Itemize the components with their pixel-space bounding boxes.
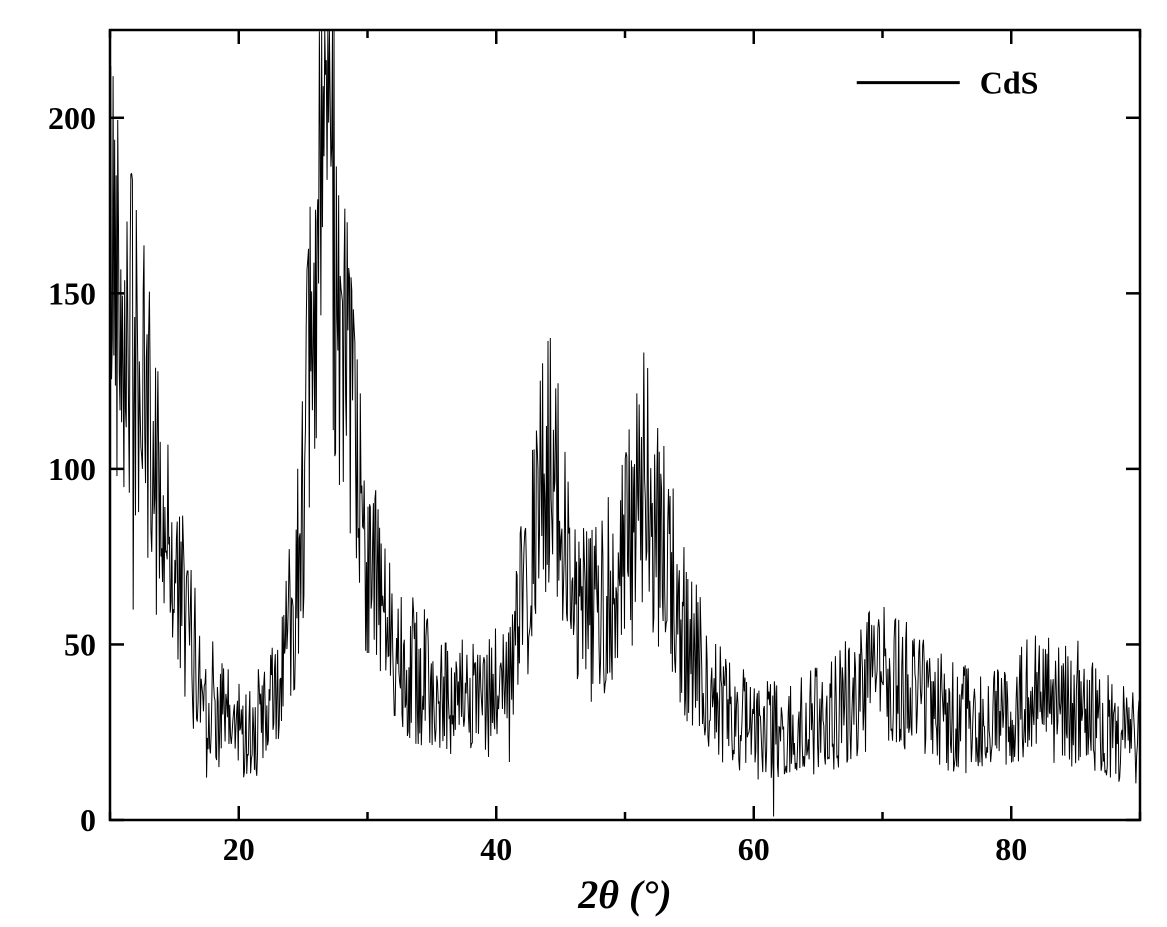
ytick-label: 0 bbox=[80, 802, 96, 838]
xtick-label: 40 bbox=[480, 831, 512, 867]
ytick-label: 50 bbox=[64, 626, 96, 662]
ytick-label: 100 bbox=[48, 451, 96, 487]
ytick-label: 200 bbox=[48, 100, 96, 136]
xrd-chart-svg: 20 40 60 80 0 50 100 150 200 2θ (°) CdS bbox=[0, 0, 1167, 927]
xtick-label: 80 bbox=[995, 831, 1027, 867]
xrd-chart-container: 20 40 60 80 0 50 100 150 200 2θ (°) CdS bbox=[0, 0, 1167, 927]
xtick-label: 20 bbox=[223, 831, 255, 867]
xtick-label: 60 bbox=[738, 831, 770, 867]
ytick-label: 150 bbox=[48, 275, 96, 311]
legend-label: CdS bbox=[980, 65, 1039, 101]
x-axis-label: 2θ (°) bbox=[577, 872, 671, 917]
chart-background bbox=[0, 0, 1167, 927]
